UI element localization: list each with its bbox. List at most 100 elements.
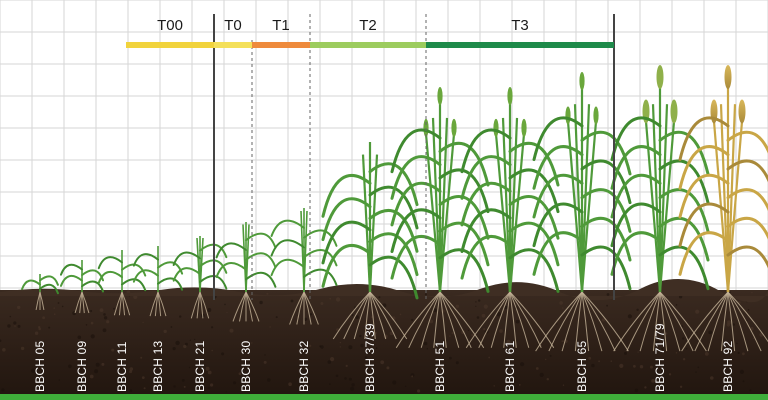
soil-speck — [207, 308, 212, 312]
treatment-timeline — [126, 42, 614, 48]
soil-speck — [364, 363, 367, 366]
soil-speck — [471, 333, 474, 337]
soil-speck — [225, 391, 227, 393]
soil-speck — [38, 326, 41, 329]
soil-speck — [106, 320, 110, 324]
leaf — [460, 181, 512, 227]
root — [727, 291, 768, 343]
root — [199, 291, 210, 319]
root — [369, 291, 387, 340]
soil-speck — [229, 328, 234, 333]
root — [707, 291, 729, 352]
soil-speck — [183, 344, 187, 349]
soil-speck — [496, 312, 502, 317]
soil-speck — [264, 354, 266, 356]
soil-speck — [251, 342, 253, 344]
soil-speck — [48, 326, 51, 329]
soil-speck — [57, 302, 60, 304]
root — [581, 291, 603, 352]
soil-speck — [417, 389, 421, 393]
soil-speck — [0, 339, 2, 342]
soil-speck — [389, 331, 394, 336]
leaf — [390, 128, 442, 174]
soil-speck — [129, 370, 133, 374]
leaf — [39, 283, 59, 295]
soil-speck — [308, 344, 312, 347]
soil-speck — [210, 383, 214, 387]
soil-speck — [1, 388, 5, 392]
soil-speck — [183, 385, 186, 388]
leaf — [368, 185, 419, 230]
leaf — [321, 197, 372, 242]
soil-speck — [426, 347, 429, 350]
growth-stage-label-bbch-51: BBCH 51 — [433, 340, 447, 392]
soil-speck — [424, 293, 427, 296]
soil-speck — [329, 297, 332, 300]
leaf — [172, 251, 201, 266]
soil-speck — [351, 314, 354, 316]
leaf — [532, 116, 584, 162]
soil-speck — [549, 354, 552, 357]
soil-speck — [619, 363, 624, 368]
soil-speck — [351, 383, 355, 387]
soil-speck — [94, 369, 99, 374]
root — [149, 291, 159, 317]
soil-speck — [732, 323, 735, 326]
root — [245, 291, 260, 322]
treatment-bar-t1 — [252, 42, 310, 48]
soil-speck — [606, 304, 608, 307]
leaf — [368, 208, 419, 253]
root — [509, 291, 542, 349]
soil-speck — [467, 329, 470, 332]
leaf — [460, 155, 512, 200]
soil-speck — [515, 319, 520, 324]
soil-speck — [142, 321, 144, 323]
soil-speck — [665, 332, 668, 335]
soil-speck — [483, 328, 486, 331]
soil-speck — [355, 315, 359, 319]
root — [478, 291, 511, 349]
treatment-bar-t00 — [126, 42, 214, 48]
soil-speck — [562, 384, 565, 386]
soil-speck — [31, 368, 36, 373]
soil-speck — [188, 366, 191, 369]
root — [39, 291, 45, 311]
soil-speck — [633, 364, 636, 368]
soil-speck — [708, 330, 713, 335]
growth-stage-label-bbch-71-79: BBCH 71/79 — [653, 323, 667, 392]
soil-speck — [103, 313, 106, 316]
stem — [658, 121, 676, 293]
root — [574, 291, 583, 352]
leaf — [438, 168, 490, 214]
soil-speck — [404, 385, 407, 387]
soil-speck — [53, 307, 55, 309]
plant-bbch-92 — [678, 65, 768, 352]
soil-speck — [101, 362, 105, 366]
soil-speck — [504, 305, 508, 310]
growth-stage-label-bbch-61: BBCH 61 — [503, 340, 517, 392]
stem — [726, 121, 744, 293]
leaf — [726, 130, 768, 154]
soil-speck — [682, 337, 685, 340]
soil-speck — [588, 356, 592, 360]
leaf — [270, 258, 305, 277]
leaf — [215, 262, 247, 278]
leaf — [97, 270, 123, 284]
soil-speck — [205, 366, 210, 371]
soil-speck — [172, 347, 176, 351]
soil-speck — [710, 376, 714, 380]
leaf — [303, 229, 338, 247]
soil-speck — [320, 302, 324, 305]
soil-speck — [17, 305, 21, 310]
soil-speck — [704, 352, 709, 356]
soil-speck — [627, 314, 633, 319]
soil-speck — [726, 323, 731, 327]
stem — [508, 133, 526, 293]
root — [509, 291, 517, 348]
leaf — [368, 162, 419, 207]
root — [581, 291, 629, 352]
soil-speck — [391, 316, 396, 321]
leaf — [270, 219, 305, 237]
